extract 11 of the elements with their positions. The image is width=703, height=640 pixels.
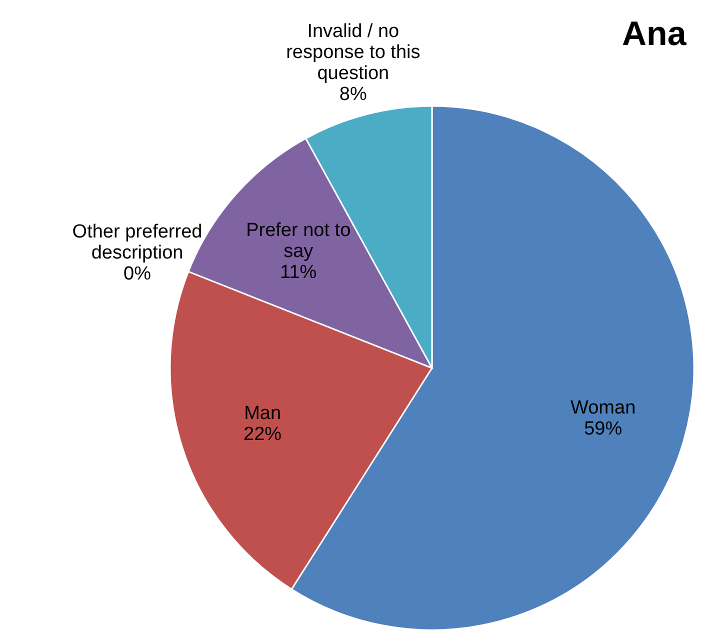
data-label: 8%: [339, 84, 367, 105]
slice-label: Woman: [570, 398, 636, 419]
slice-label: Prefer not to say: [246, 220, 351, 262]
data-label: 59%: [584, 418, 622, 440]
category-label: Other preferred description: [72, 221, 202, 264]
data-label: 11%: [280, 262, 317, 284]
data-label: 22%: [244, 424, 282, 446]
text: 0%: [124, 263, 151, 284]
slice-label: Man: [244, 403, 282, 424]
chart-title: Ana: [622, 15, 688, 53]
slice-label: Invalid / no response to this question: [286, 20, 420, 84]
